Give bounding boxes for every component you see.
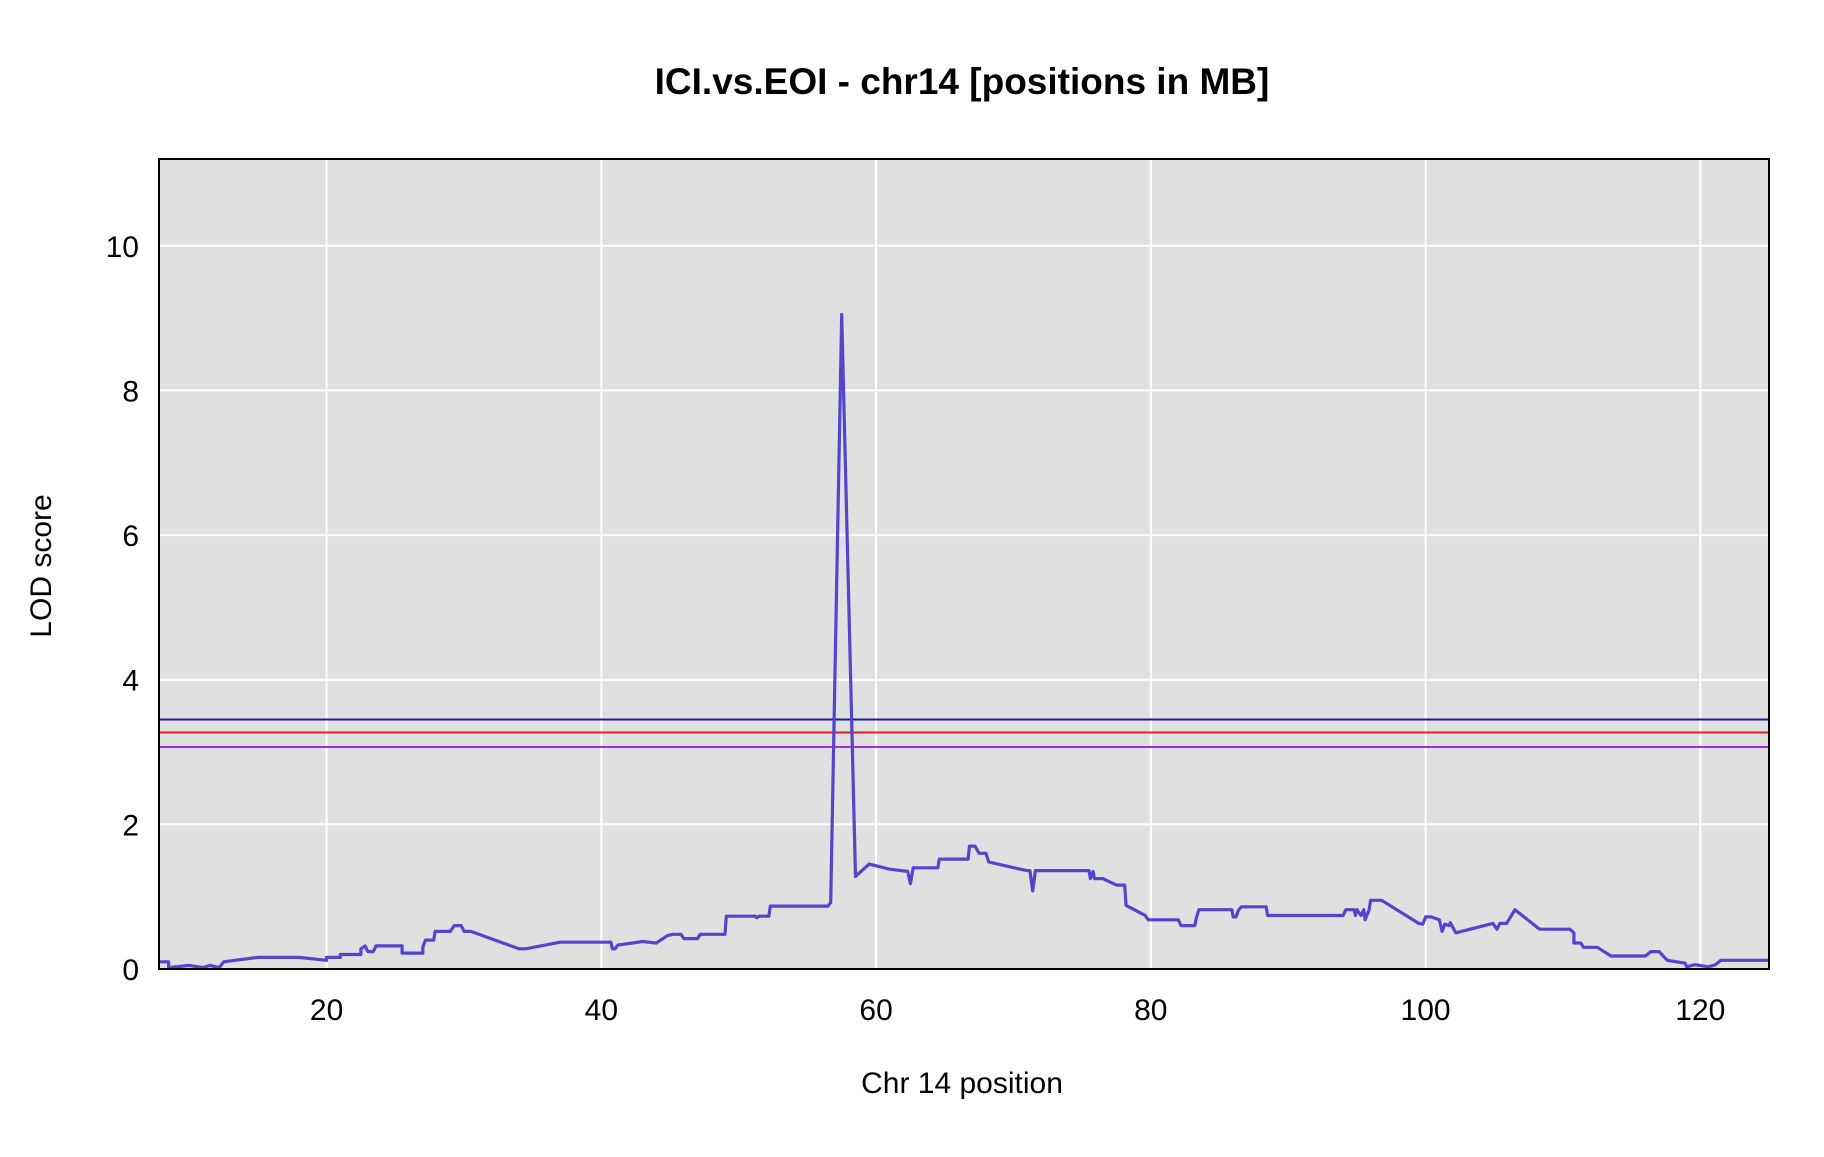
x-tick-label: 100 [1401,994,1451,1027]
x-tick-label: 20 [310,994,343,1027]
x-tick-label: 120 [1675,994,1725,1027]
threshold-layer [159,718,1769,748]
y-tick-label: 10 [106,231,139,264]
y-axis-label: LOD score [25,494,58,637]
y-tick-label: 6 [122,520,139,553]
series-layer [159,312,1769,970]
tick-layer: 20 40 60 80 100 120 0 2 4 6 8 10 [106,231,1726,1027]
lod-series-line [159,312,1769,970]
y-tick-label: 0 [122,954,139,987]
plot-frame [158,158,1770,970]
chart-title: ICI.vs.EOI - chr14 [positions in MB] [655,61,1270,102]
x-tick-label: 80 [1134,994,1167,1027]
y-tick-label: 2 [122,809,139,842]
y-tick-label: 8 [122,375,139,408]
plot-background [159,159,1769,969]
x-axis-label: Chr 14 position [861,1067,1063,1100]
y-tick-label: 4 [122,665,139,698]
x-tick-label: 40 [585,994,618,1027]
x-tick-label: 60 [859,994,892,1027]
